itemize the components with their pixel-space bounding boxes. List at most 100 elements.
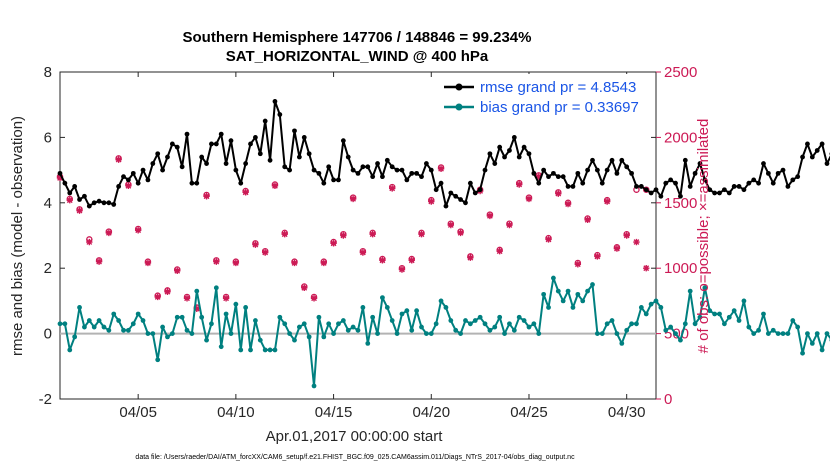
y-tick-right-label: 1500 [664,195,697,212]
bias-point [140,318,146,323]
bias-point [629,321,634,327]
rmse-point [409,170,415,176]
rmse-point [336,177,341,183]
obs-assimilated-marker [398,266,406,273]
rmse-point [209,141,214,147]
bias-point [516,314,522,320]
rmse-point [521,144,527,150]
rmse-point [463,200,468,206]
rmse-point [179,164,185,170]
bias-point [721,321,727,327]
bias-point [184,327,190,333]
bias-point [301,321,307,327]
bias-point [340,318,346,323]
bias-point [389,318,395,323]
rmse-point [565,184,571,189]
rmse-point [169,141,175,147]
bias-point [775,331,781,336]
rmse-point [453,193,459,199]
rmse-point [292,128,297,134]
bias-point [765,331,771,336]
rmse-point [497,144,503,150]
bias-point [287,331,293,336]
obs-assimilated-marker [232,259,240,267]
bias-point [555,288,561,294]
chart-title: Southern Hemisphere 147706 / 148846 = 99… [183,29,532,46]
rmse-point [306,151,312,157]
bias-point [580,298,586,304]
obs-assimilated-marker [633,238,640,246]
rmse-point [751,177,757,183]
obs-assimilated-marker [95,258,103,265]
bias-point [541,291,547,297]
y-axis-right-label: # of obs: o=possible; ×=assimilated [695,119,712,354]
bias-point [238,347,244,353]
rmse-point [399,167,405,173]
footnote: data file: /Users/raeder/DAI/ATM_forcXX/… [135,454,575,461]
bias-point [511,327,517,333]
bias-point [800,350,805,356]
rmse-point [526,151,532,157]
rmse-point [638,184,644,189]
obs-assimilated-marker [379,257,386,264]
rmse-point [155,151,161,157]
rmse-point [140,167,146,173]
bias-point [306,334,312,340]
bias-point [428,331,434,336]
obs-assimilated-marker [105,229,113,237]
rmse-point [575,170,581,176]
bias-point [795,324,801,330]
bias-point [585,288,591,294]
rmse-point [736,184,742,189]
obs-assimilated-marker [125,182,132,189]
bias-point [213,285,219,291]
bias-point [770,327,776,333]
rmse-point [340,138,346,144]
bias-point [697,314,703,320]
rmse-point [228,138,234,144]
y-tick-right-label: 2000 [664,129,697,146]
bias-point [404,308,410,314]
obs-assimilated-marker [584,216,591,224]
bias-point [663,327,669,333]
obs-assimilated-series [56,156,650,312]
rmse-point [814,148,820,153]
bias-point [438,298,444,304]
bias-point [702,285,708,291]
obs-assimilated-marker [506,221,513,229]
x-tick-label: 04/20 [413,404,451,421]
bias-point [111,311,117,317]
legend: rmse grand pr = 4.8543 bias grand pr = 0… [440,74,655,120]
bias-point [394,331,400,336]
bias-point [67,347,73,353]
rmse-point [238,180,244,186]
bias-point [267,347,273,353]
rmse-point [62,180,68,186]
bias-point [209,321,214,327]
bias-point [668,324,674,330]
obs-assimilated-marker [183,295,191,302]
bias-point [819,347,825,353]
bias-point [467,321,473,327]
bias-point [101,324,107,330]
y-tick-right-label: 1000 [664,260,697,277]
obs-assimilated-marker [193,305,200,312]
obs-assimilated-marker [281,230,288,238]
bias-point [648,301,654,307]
obs-assimilated-marker [213,258,220,265]
bias-point [546,305,551,310]
bias-point [643,311,649,317]
bias-point [809,341,815,346]
rmse-point [604,167,610,173]
rmse-point [516,154,522,160]
rmse-point [248,141,253,147]
bias-point [717,311,722,317]
bias-point [277,314,283,320]
rmse-point [257,151,263,157]
rmse-point [697,161,703,166]
bias-point [296,324,302,330]
y-tick-label: 8 [44,64,52,81]
bias-point [687,288,693,294]
rmse-point [331,177,336,183]
